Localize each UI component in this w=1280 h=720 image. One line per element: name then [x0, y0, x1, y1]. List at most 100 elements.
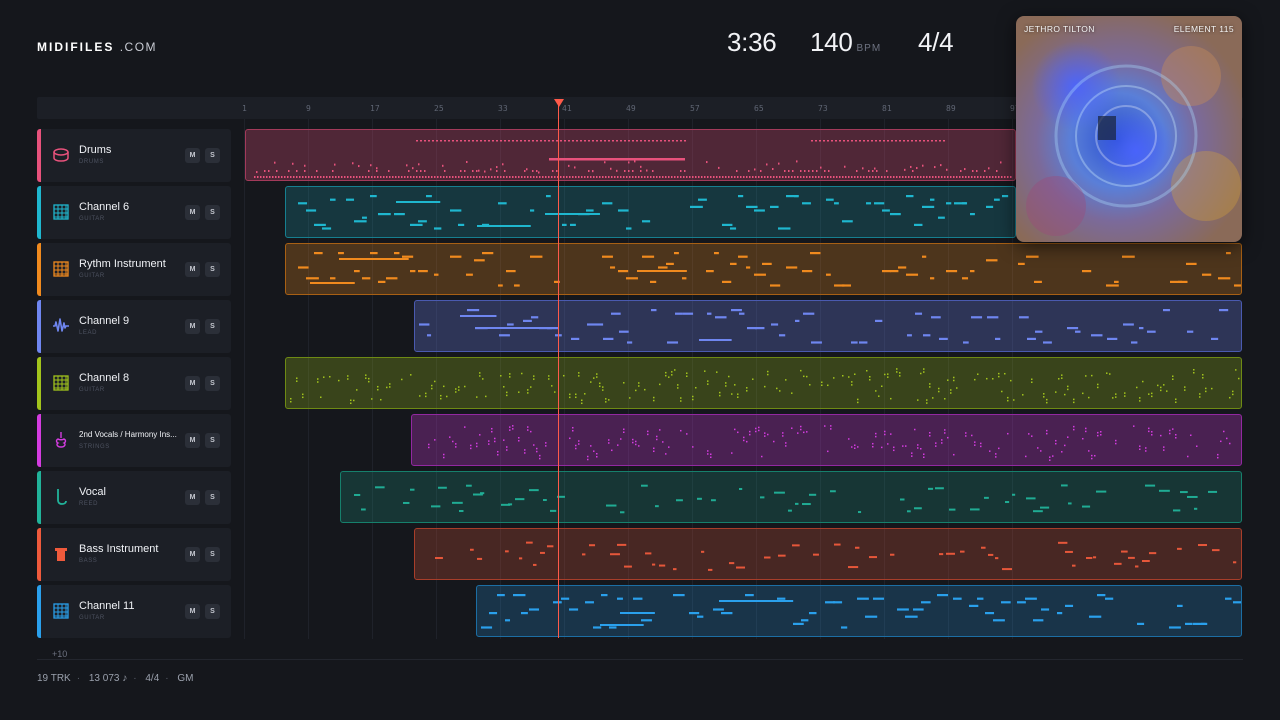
- mute-button[interactable]: M: [185, 490, 200, 505]
- grid-line: [308, 119, 309, 639]
- ruler-bar-number: 25: [434, 104, 444, 113]
- album-art-image: [1016, 16, 1242, 242]
- track-header[interactable]: Channel 6 GUITAR M S: [37, 186, 231, 239]
- cover-artist: JETHRO TILTON: [1024, 24, 1095, 34]
- note-count: 13 073 ♪: [88, 673, 128, 684]
- mute-button[interactable]: M: [185, 262, 200, 277]
- track-header[interactable]: Rythm Instrument GUITAR M S: [37, 243, 231, 296]
- note-pattern: [298, 195, 1009, 230]
- track-category: GUITAR: [79, 273, 105, 279]
- track-header[interactable]: Channel 11 GUITAR M S: [37, 585, 231, 638]
- ruler-bar-number: 49: [626, 104, 636, 113]
- midi-clip[interactable]: [285, 243, 1242, 295]
- track-color-stripe: [37, 585, 41, 638]
- grid-line: [756, 119, 757, 639]
- note-pattern: [481, 594, 1241, 629]
- mute-button[interactable]: M: [185, 604, 200, 619]
- grid-line: [628, 119, 629, 639]
- solo-button[interactable]: S: [205, 376, 220, 391]
- grid-line: [1012, 119, 1013, 639]
- note-pattern: [254, 140, 1012, 178]
- solo-button[interactable]: S: [205, 319, 220, 334]
- solo-button[interactable]: S: [205, 148, 220, 163]
- track-header[interactable]: Vocal REED M S: [37, 471, 231, 524]
- mute-button[interactable]: M: [185, 433, 200, 448]
- song-time: 3:36: [727, 27, 777, 57]
- ruler-bar-number: 1: [242, 104, 247, 113]
- guitar-grid-icon: [52, 602, 70, 620]
- violin-icon: [52, 431, 70, 449]
- mute-button[interactable]: M: [185, 319, 200, 334]
- mute-button[interactable]: M: [185, 376, 200, 391]
- tempo-value: 140: [810, 27, 853, 57]
- track-color-stripe: [37, 243, 41, 296]
- note-pattern: [354, 484, 1218, 514]
- track-name: Channel 6: [79, 201, 130, 213]
- solo-button[interactable]: S: [205, 490, 220, 505]
- more-tracks-link[interactable]: +10: [52, 649, 68, 659]
- solo-button[interactable]: S: [205, 604, 220, 619]
- midi-clip[interactable]: [285, 186, 1016, 238]
- note-pattern: [428, 425, 1231, 461]
- midi-clip[interactable]: [340, 471, 1242, 523]
- track-color-stripe: [37, 414, 41, 467]
- track-category: BASS: [79, 558, 98, 564]
- track-category: GUITAR: [79, 615, 105, 621]
- midi-clip[interactable]: [476, 585, 1242, 637]
- track-color-stripe: [37, 471, 41, 524]
- midi-clip[interactable]: [411, 414, 1242, 466]
- bass-amp-icon: [52, 545, 70, 563]
- track-color-stripe: [37, 129, 41, 182]
- solo-button[interactable]: S: [205, 433, 220, 448]
- track-category: GUITAR: [79, 387, 105, 393]
- waveform-icon: [52, 317, 70, 335]
- time-signature: 4/4: [918, 27, 954, 57]
- cover-title: ELEMENT 115: [1173, 24, 1234, 34]
- album-cover: JETHRO TILTON ELEMENT 115: [1016, 16, 1242, 242]
- track-header[interactable]: Channel 8 GUITAR M S: [37, 357, 231, 410]
- track-name: Channel 8: [79, 372, 130, 384]
- track-header[interactable]: Bass Instrument BASS M S: [37, 528, 231, 581]
- grid-line: [244, 119, 245, 639]
- tempo-unit: BPM: [856, 43, 882, 54]
- track-header[interactable]: Channel 9 LEAD M S: [37, 300, 231, 353]
- track-name: Channel 11: [79, 600, 135, 612]
- ruler-bar-number: 73: [818, 104, 828, 113]
- track-category: LEAD: [79, 330, 98, 336]
- solo-button[interactable]: S: [205, 205, 220, 220]
- solo-button[interactable]: S: [205, 262, 220, 277]
- track-header[interactable]: 2nd Vocals / Harmony Ins... STRINGS M S: [37, 414, 231, 467]
- midi-clip[interactable]: [245, 129, 1016, 181]
- ruler-bar-number: 89: [946, 104, 956, 113]
- ruler-bar-number: 33: [498, 104, 508, 113]
- grid-line: [820, 119, 821, 639]
- playhead[interactable]: [558, 104, 559, 638]
- track-name: Drums: [79, 144, 112, 156]
- midi-clip[interactable]: [285, 357, 1242, 409]
- mute-button[interactable]: M: [185, 148, 200, 163]
- grid-line: [948, 119, 949, 639]
- grid-line: [884, 119, 885, 639]
- timeline-ruler[interactable]: 1 9 17 25 33 41 49 57 65 73 81 89 97: [37, 97, 1243, 119]
- midi-clip[interactable]: [414, 300, 1242, 352]
- saxophone-icon: [52, 488, 70, 506]
- footer-stats: 19 TRK · 13 073 ♪ · 4/4 · GM: [37, 673, 194, 684]
- grid-line: [500, 119, 501, 639]
- track-header[interactable]: Drums DRUMS M S: [37, 129, 231, 182]
- mute-button[interactable]: M: [185, 205, 200, 220]
- playhead-handle[interactable]: [554, 99, 564, 107]
- midi-clip[interactable]: [414, 528, 1242, 580]
- track-name: Rythm Instrument: [79, 258, 166, 270]
- ruler-bar-number: 81: [882, 104, 892, 113]
- track-color-stripe: [37, 186, 41, 239]
- note-pattern: [298, 252, 1241, 287]
- solo-button[interactable]: S: [205, 547, 220, 562]
- track-color-stripe: [37, 528, 41, 581]
- grid-line: [372, 119, 373, 639]
- ruler-bar-number: 17: [370, 104, 380, 113]
- note-pattern: [435, 541, 1237, 571]
- track-name: Bass Instrument: [79, 543, 159, 555]
- grid-line: [692, 119, 693, 639]
- mute-button[interactable]: M: [185, 547, 200, 562]
